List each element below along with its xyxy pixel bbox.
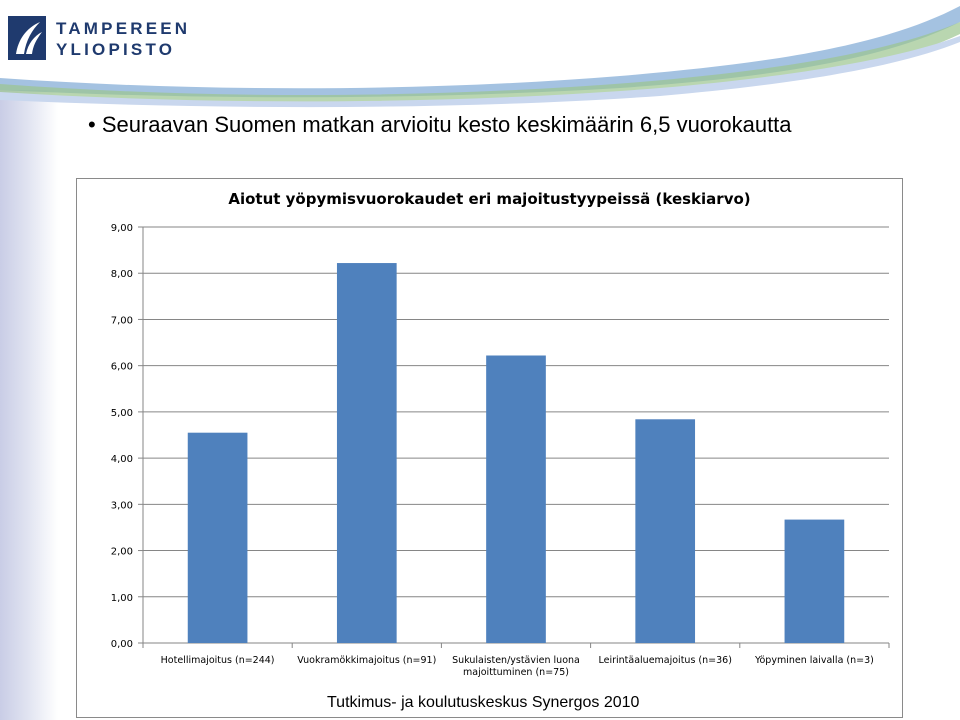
logo-wordmark: TAMPEREEN YLIOPISTO [56, 18, 190, 60]
x-category-label: majoittuminen (n=75) [463, 667, 569, 678]
y-tick-label: 1,00 [111, 593, 133, 604]
y-tick-label: 2,00 [111, 547, 133, 558]
y-tick-label: 8,00 [111, 269, 133, 280]
source-caption: Tutkimus- ja koulutuskeskus Synergos 201… [327, 694, 640, 711]
x-category-label: Yöpyminen laivalla (n=3) [754, 655, 874, 666]
bar [635, 419, 696, 643]
y-tick-label: 5,00 [111, 408, 133, 419]
x-category-label: Vuokramökkimajoitus (n=91) [297, 655, 436, 666]
bar [336, 263, 397, 643]
chart-title: Aiotut yöpymisvuorokaudet eri majoitusty… [228, 190, 751, 208]
y-tick-label: 0,00 [111, 639, 133, 650]
y-tick-label: 7,00 [111, 315, 133, 326]
slide-bullet: • Seuraavan Suomen matkan arvioitu kesto… [88, 112, 792, 138]
x-category-label: Sukulaisten/ystävien luona [452, 655, 580, 666]
logo-line-1: TAMPEREEN [56, 19, 191, 38]
bar [784, 519, 845, 643]
university-emblem-icon [8, 16, 46, 60]
bar-chart: 0,00 1,00 2,00 3,00 4,00 5,00 6,00 7,00 8,00 9,00… [111, 223, 890, 678]
header-wave-decoration [0, 6, 960, 108]
y-tick-label: 3,00 [111, 500, 133, 511]
bar [187, 432, 248, 643]
university-logo: TAMPEREEN YLIOPISTO [8, 14, 198, 64]
bullet-icon: • [88, 112, 96, 137]
left-decorative-band [0, 90, 58, 720]
x-category-label: Hotellimajoitus (n=244) [161, 655, 275, 666]
logo-line-2: YLIOPISTO [56, 40, 176, 59]
chart-panel: Aiotut yöpymisvuorokaudet eri majoitusty… [76, 178, 903, 718]
bullet-text: Seuraavan Suomen matkan arvioitu kesto k… [101, 112, 792, 137]
x-category-label: Leirintäaluemajoitus (n=36) [598, 655, 731, 666]
bar [486, 355, 546, 643]
y-tick-label: 9,00 [111, 223, 133, 234]
y-tick-label: 4,00 [111, 454, 133, 465]
y-tick-label: 6,00 [111, 362, 133, 373]
